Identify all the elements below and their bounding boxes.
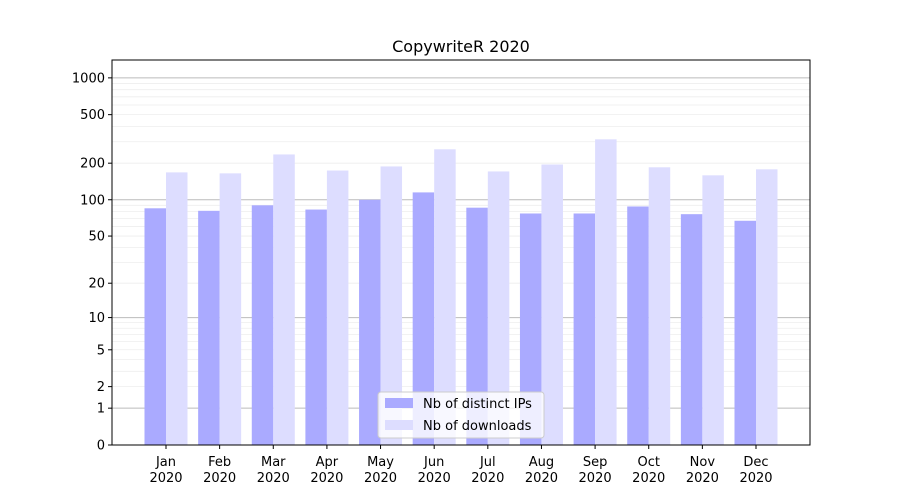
x-tick-label: Mar 2020 [257,455,290,486]
bar-downloads [166,172,188,446]
y-tick-label: 20 [88,277,105,292]
bar-distinct-ips [734,220,756,445]
x-axis: Jan 2020 Feb 2020 Mar 2020 Apr 2020 May 2020 Jun 20… [149,445,773,486]
legend-label-ips: Nb of distinct IPs [423,397,532,412]
y-tick-label: 5 [97,343,105,358]
bar-distinct-ips [627,206,649,445]
y-tick-label: 1000 [72,71,105,86]
y-tick-label: 200 [80,157,105,172]
bar-downloads [273,154,295,445]
bar-downloads [541,164,563,445]
bar-distinct-ips [144,208,166,445]
y-tick-label: 50 [88,230,105,245]
legend-swatch-downloads [385,420,413,430]
legend-swatch-ips [385,398,413,408]
x-tick-label: Oct 2020 [632,455,665,486]
y-tick-label: 0 [97,439,105,454]
x-tick-label: Feb 2020 [203,455,236,486]
bar-distinct-ips [359,199,381,445]
x-tick-label: Apr 2020 [310,455,343,486]
bar-downloads [648,167,671,445]
x-tick-label: Dec 2020 [739,455,772,486]
bar-distinct-ips [519,213,542,445]
legend: Nb of distinct IPs Nb of downloads [377,391,545,439]
bar-downloads [380,166,403,445]
legend-frame [377,391,545,439]
bar-distinct-ips [573,213,596,445]
bar-downloads [434,149,456,445]
y-tick-label: 500 [80,108,105,123]
bar-distinct-ips [680,214,703,445]
y-tick-label: 100 [80,193,105,208]
bar-distinct-ips [305,209,327,445]
bar-distinct-ips [251,205,274,445]
bar-downloads [756,169,778,445]
x-tick-label: Jul 2020 [471,455,504,486]
bar-downloads [702,175,724,445]
x-tick-label: Aug 2020 [525,455,558,486]
y-axis: 0 1 2 5 10 20 50 100 200 500 1000 [72,71,112,454]
plot-frame [111,59,811,446]
bar-distinct-ips [412,192,435,445]
x-tick-label: Jan 2020 [149,455,182,486]
y-tick-label: 2 [97,380,105,395]
bar-distinct-ips [466,207,488,445]
x-tick-label: Sep 2020 [579,455,612,486]
bars [144,139,778,446]
legend-label-downloads: Nb of downloads [423,419,532,434]
x-tick-label: May 2020 [364,455,397,486]
y-tick-label: 10 [88,311,105,326]
chart-title: CopywriteR 2020 [392,37,530,56]
bar-downloads [219,173,242,445]
bar-downloads [326,170,349,445]
x-tick-label: Jun 2020 [418,455,451,486]
bar-downloads [487,171,510,445]
x-tick-label: Nov 2020 [686,455,719,486]
y-tick-label: 1 [97,402,105,417]
bar-distinct-ips [198,210,220,445]
bar-downloads [595,139,617,445]
